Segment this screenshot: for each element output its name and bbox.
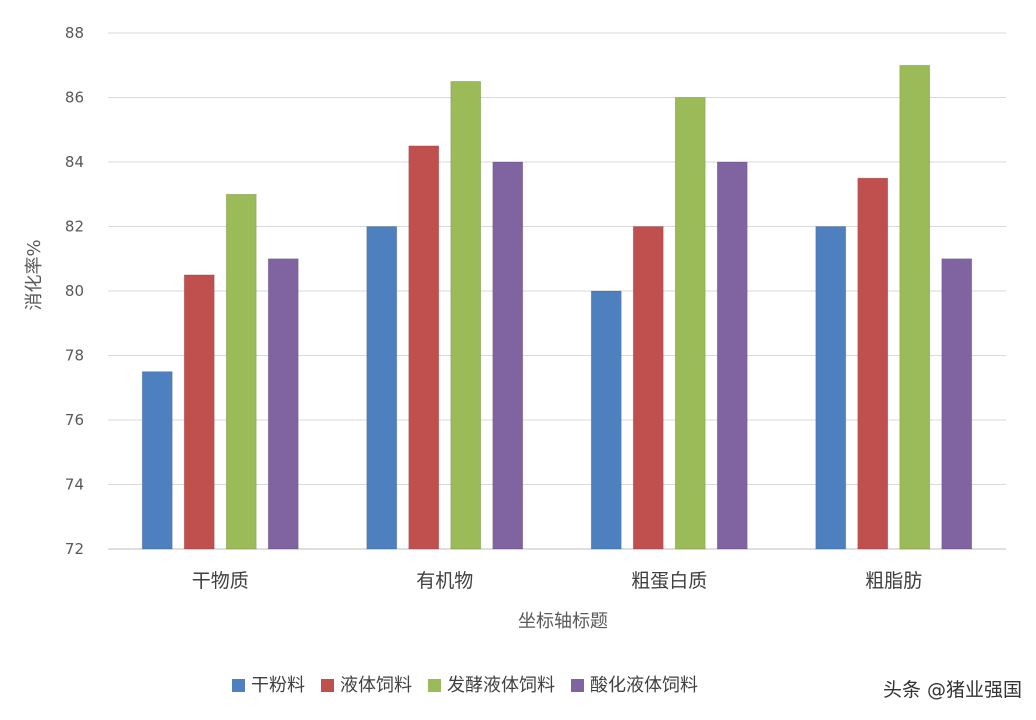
legend-swatch: [232, 679, 245, 692]
bar-液体饲料-干物质: [183, 274, 215, 550]
legend-item: 酸化液体饲料: [571, 675, 698, 696]
bar-酸化液体饲料-粗脂肪: [941, 258, 973, 550]
bar-发酵液体饲料-粗脂肪: [899, 64, 931, 550]
x-category-label: 粗脂肪: [865, 570, 922, 592]
y-tick-label: 84: [65, 153, 84, 171]
legend-item: 液体饲料: [321, 675, 412, 696]
bar-液体饲料-粗脂肪: [857, 177, 889, 550]
y-tick-label: 72: [65, 540, 84, 558]
y-axis-title: 消化率%: [24, 239, 45, 310]
y-axis-ticks: 72 74 76 78 80 82 84 86 88: [65, 24, 84, 558]
y-tick-label: 82: [65, 218, 84, 236]
bar-酸化液体饲料-干物质: [267, 258, 299, 550]
bar-液体饲料-有机物: [408, 145, 440, 550]
legend-swatch: [571, 679, 584, 692]
x-category-label: 粗蛋白质: [631, 570, 707, 592]
legend-label: 酸化液体饲料: [590, 675, 698, 696]
bar-发酵液体饲料-干物质: [225, 193, 257, 550]
legend-label: 液体饲料: [340, 675, 412, 696]
y-tick-label: 86: [65, 89, 84, 107]
legend-swatch: [428, 679, 441, 692]
bar-干粉料-有机物: [366, 226, 398, 550]
legend-item: 发酵液体饲料: [428, 675, 555, 696]
legend-label: 发酵液体饲料: [447, 675, 555, 696]
bar-发酵液体饲料-有机物: [450, 80, 482, 550]
x-axis-title: 坐标轴标题: [518, 611, 608, 632]
gridlines: [108, 32, 1006, 550]
x-category-label: 有机物: [416, 570, 473, 592]
legend-swatch: [321, 679, 334, 692]
bar-酸化液体饲料-有机物: [492, 161, 524, 550]
legend-label: 干粉料: [251, 675, 305, 696]
y-tick-label: 76: [65, 411, 84, 429]
y-tick-label: 80: [65, 282, 84, 300]
bar-酸化液体饲料-粗蛋白质: [716, 161, 748, 550]
bar-干粉料-粗蛋白质: [590, 290, 622, 550]
y-tick-label: 78: [65, 347, 84, 365]
bar-干粉料-粗脂肪: [815, 226, 847, 550]
bar-发酵液体饲料-粗蛋白质: [674, 97, 706, 550]
legend: 干粉料 液体饲料 发酵液体饲料 酸化液体饲料: [232, 675, 698, 696]
x-axis-categories: 干物质 有机物 粗蛋白质 粗脂肪: [192, 570, 923, 592]
x-category-label: 干物质: [192, 570, 249, 592]
y-tick-label: 74: [65, 476, 84, 494]
watermark: 头条 @猪业强国: [883, 679, 1022, 701]
y-tick-label: 88: [65, 24, 84, 42]
bar-干粉料-干物质: [141, 371, 173, 550]
bar-液体饲料-粗蛋白质: [632, 226, 664, 550]
legend-item: 干粉料: [232, 675, 305, 696]
bars: [141, 64, 973, 550]
